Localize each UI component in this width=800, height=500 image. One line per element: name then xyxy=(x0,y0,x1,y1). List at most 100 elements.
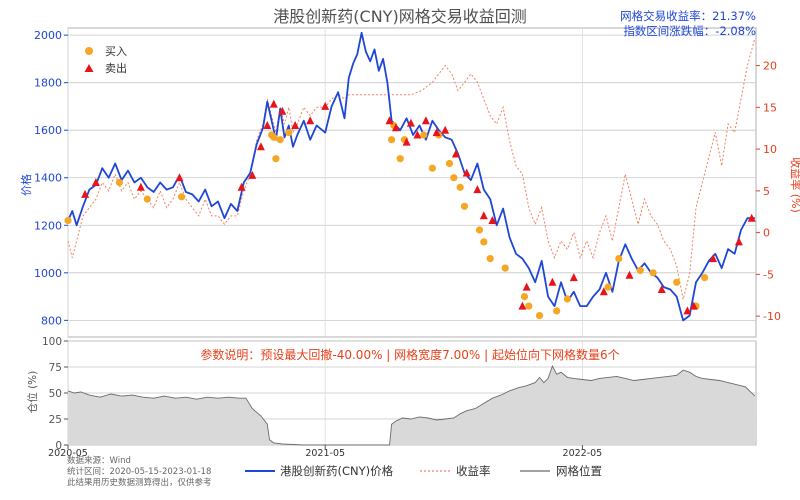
position-axis-label: 仓位 (%) xyxy=(26,371,39,414)
right-tick-label: 0 xyxy=(763,227,770,240)
buy-marker xyxy=(272,155,280,163)
sell-marker xyxy=(657,285,666,293)
legend-price-label: 港股创新药(CNY)价格 xyxy=(280,464,394,478)
buy-marker xyxy=(486,255,494,263)
sell-marker xyxy=(391,123,400,132)
return-line xyxy=(67,37,756,300)
buy-marker xyxy=(276,136,284,144)
left-tick-label: 1000 xyxy=(34,267,62,280)
buy-marker xyxy=(615,255,623,263)
sell-marker xyxy=(81,189,90,198)
buy-marker xyxy=(450,174,458,182)
buy-marker xyxy=(445,159,454,168)
sell-marker xyxy=(306,116,315,125)
legend-return-label: 收益率 xyxy=(456,464,491,478)
buy-marker xyxy=(420,131,428,139)
sell-marker xyxy=(136,182,145,191)
chart-title: 港股创新药(CNY)网格交易收益回测 xyxy=(273,7,526,26)
sell-marker xyxy=(402,137,411,146)
left-tick-label: 800 xyxy=(41,314,62,327)
sell-marker xyxy=(709,254,718,263)
x-tick-label: 2020-05 xyxy=(48,448,88,459)
buy-marker xyxy=(475,226,484,234)
sell-marker xyxy=(256,142,265,151)
x-tick-label: 2021-05 xyxy=(305,448,345,459)
sell-marker xyxy=(462,168,471,177)
right-axis-label: 收益率 (%) xyxy=(789,157,800,213)
sell-marker xyxy=(175,173,184,182)
params-note: 参数说明：预设最大回撤-40.00% | 网格宽度7.00% | 起始位向下网格… xyxy=(200,347,619,362)
position-tick-label: 50 xyxy=(49,388,62,400)
vertical-gridlines xyxy=(67,28,583,445)
buy-marker xyxy=(285,129,293,137)
buy-marker xyxy=(115,178,123,187)
sell-marker xyxy=(91,178,100,186)
price-line xyxy=(67,31,755,322)
sell-marker xyxy=(734,237,743,246)
position-axis-ticks: 0 25 50 75 100 xyxy=(42,336,68,452)
sell-marker xyxy=(413,130,422,139)
sell-marker xyxy=(451,149,460,158)
sell-marker xyxy=(441,125,450,134)
top-panel-frame xyxy=(67,27,757,338)
buy-marker xyxy=(520,293,529,301)
buy-marker xyxy=(388,136,396,144)
sell-marker xyxy=(747,213,756,222)
right-tick-label: -10 xyxy=(763,310,781,323)
buy-marker xyxy=(456,183,464,191)
position-tick-label: 100 xyxy=(42,336,62,348)
buy-marker xyxy=(143,195,151,203)
return-series-line xyxy=(67,37,756,300)
sell-marker xyxy=(321,101,330,110)
footnote-disclaimer: 此结果用历史数据测算得出，仅供参考 xyxy=(67,477,212,488)
position-tick-label: 25 xyxy=(49,414,62,426)
left-tick-label: 1800 xyxy=(34,77,62,90)
footnote-source: 数据来源：Wind xyxy=(67,455,131,466)
sell-marker xyxy=(599,287,608,296)
right-tick-label: 20 xyxy=(763,60,777,73)
buy-marker xyxy=(501,264,509,272)
buy-marker xyxy=(270,133,278,141)
buy-marker xyxy=(525,302,533,310)
sell-marker xyxy=(548,277,557,286)
x-axis-ticks: 2020-05 2021-05 2022-05 xyxy=(48,445,602,459)
sell-marker xyxy=(263,121,272,129)
sell-marker xyxy=(421,116,430,125)
sell-marker xyxy=(406,118,415,127)
position-series-line xyxy=(67,364,756,446)
right-tick-label: 15 xyxy=(763,101,777,114)
left-axis-label: 价格 xyxy=(19,174,33,196)
x-tick-label: 2022-05 xyxy=(563,448,603,459)
buy-legend-label: 买入 xyxy=(105,45,127,58)
sell-marker xyxy=(488,216,497,224)
buy-marker xyxy=(64,216,72,225)
right-tick-label: 5 xyxy=(763,185,770,198)
buy-marker xyxy=(480,238,488,246)
sell-marker xyxy=(291,121,300,129)
return-stat: 网格交易收益率：21.37% xyxy=(620,9,756,23)
buy-marker xyxy=(396,155,404,163)
sell-marker xyxy=(518,301,527,310)
footnote-period: 统计区间：2020-05-15-2023-01-18 xyxy=(67,466,211,477)
buy-marker xyxy=(701,274,709,282)
right-axis-ticks: -10 -5 0 5 10 15 20 xyxy=(756,60,781,323)
sell-legend-label: 卖出 xyxy=(105,61,127,75)
buy-marker xyxy=(535,312,544,320)
sell-marker xyxy=(522,282,531,291)
buy-marker xyxy=(460,202,469,210)
sell-marker xyxy=(689,301,698,310)
buy-marker xyxy=(178,193,186,201)
sell-marker xyxy=(432,128,441,137)
sell-marker xyxy=(625,270,634,279)
left-tick-label: 2000 xyxy=(34,29,62,42)
sell-marker xyxy=(569,273,578,282)
left-tick-label: 1600 xyxy=(34,124,62,137)
sell-marker xyxy=(385,116,394,125)
left-tick-label: 1400 xyxy=(34,172,62,185)
buy-marker xyxy=(563,295,572,303)
right-tick-label: -5 xyxy=(763,268,774,281)
legend-position-label: 网格位置 xyxy=(556,464,602,478)
right-tick-label: 10 xyxy=(763,143,777,156)
position-area-fill xyxy=(68,366,755,445)
